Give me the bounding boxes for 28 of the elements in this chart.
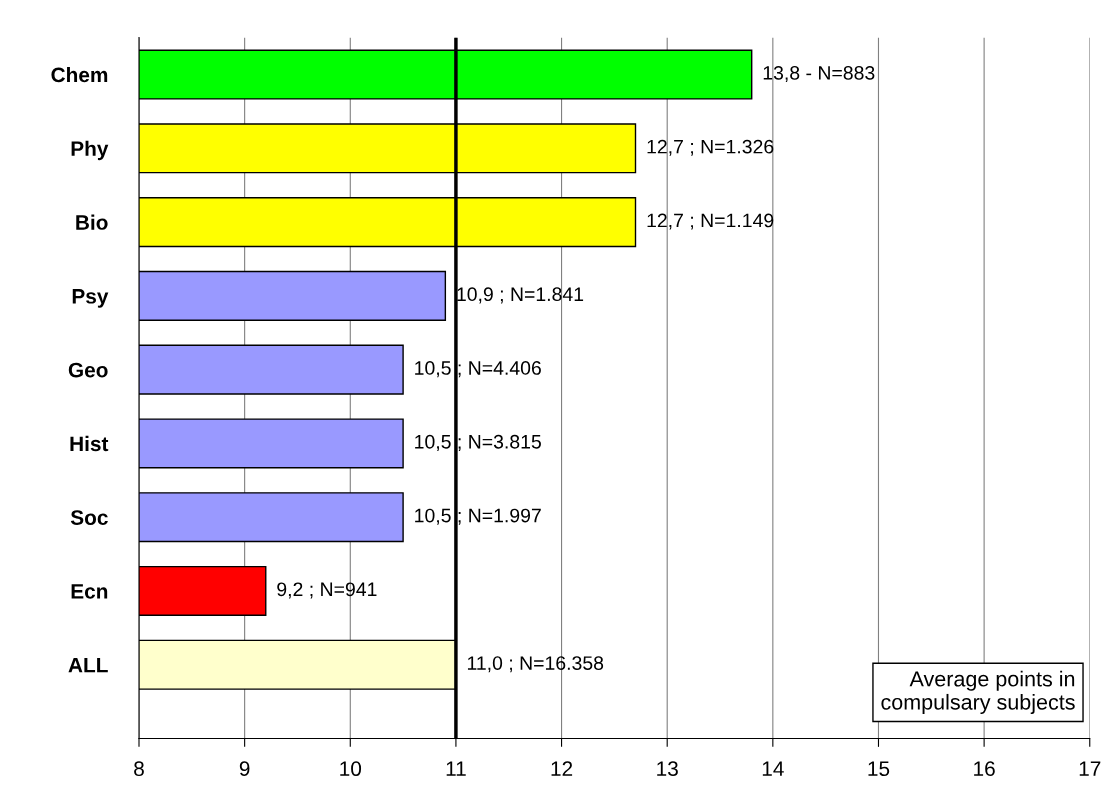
data-label: 9,2 ; N=941	[277, 582, 377, 599]
data-label: 12,7 ; N=1.149	[647, 213, 774, 230]
data-label: 11,0 ; N=16.358	[467, 656, 604, 673]
y-tick-label: Geo	[68, 362, 108, 378]
annotation: Average points in compulsary subjects	[881, 670, 1075, 714]
y-tick-label: Phy	[71, 140, 109, 161]
data-label: 10,5 ; N=4.406	[415, 361, 541, 378]
data-label: 13,8 - N=883	[763, 65, 875, 83]
data-label: 12,7 ; N=1.326	[647, 139, 774, 156]
y-tick-label: Bio	[76, 214, 108, 230]
x-tick-label: 16	[974, 761, 995, 777]
x-tick-label: 13	[657, 761, 678, 777]
y-tick-label: Soc	[70, 510, 108, 525]
x-tick-label: 8	[134, 761, 144, 777]
y-tick-label: Hist	[70, 435, 109, 452]
y-tick-label: ALL	[68, 657, 108, 673]
data-label: 10,5 ; N=1.997	[415, 508, 541, 525]
y-tick-label: Chem	[51, 66, 108, 83]
y-tick-label: Psy	[72, 289, 109, 308]
x-tick-label: 10	[340, 761, 362, 777]
x-tick-label: 12	[551, 761, 573, 776]
x-tick-label: 11	[446, 761, 466, 776]
y-tick-label: Ecn	[71, 584, 108, 599]
x-tick-label: 9	[239, 761, 250, 777]
x-tick-label: 17	[1079, 761, 1101, 776]
x-tick-label: 14	[762, 761, 784, 776]
data-label: 10,5 ; N=3.815	[415, 434, 541, 451]
x-tick-label: 15	[868, 761, 890, 777]
